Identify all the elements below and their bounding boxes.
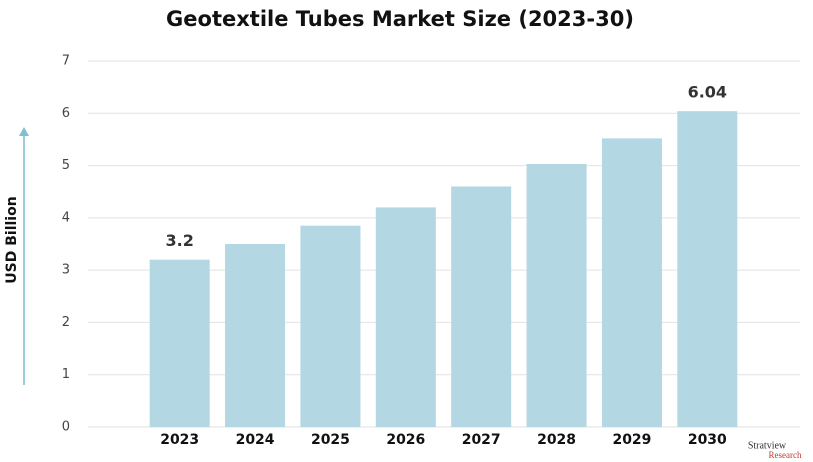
- y-axis-label: USD Billion: [4, 196, 20, 283]
- x-tick-label: 2028: [537, 432, 576, 448]
- logo-name: Stratview: [748, 440, 787, 451]
- x-tick-label: 2029: [612, 432, 651, 448]
- logo-sub: Research: [769, 450, 802, 460]
- y-tick-label: 5: [62, 158, 70, 173]
- y-tick-label: 6: [62, 106, 70, 121]
- bar: [526, 164, 587, 427]
- bar: [300, 225, 361, 427]
- y-tick-label: 2: [62, 315, 70, 330]
- plot-area: 0 1 2 3 4 5 6 7 2023 3.2 2024 2025 2026 2027 2028 2029 2…: [62, 54, 800, 448]
- x-tick-label: 2027: [462, 432, 501, 448]
- y-tick-label: 7: [62, 54, 70, 69]
- y-tick-label: 4: [62, 210, 70, 225]
- bar: [225, 244, 286, 427]
- bar: [601, 138, 662, 427]
- value-label: 6.04: [688, 83, 727, 102]
- bar: [677, 111, 738, 428]
- x-tick-label: 2025: [311, 432, 350, 448]
- bar: [375, 207, 436, 427]
- x-tick-label: 2026: [386, 432, 425, 448]
- x-tick-label: 2023: [160, 432, 199, 448]
- x-tick-label: 2030: [688, 432, 727, 448]
- chart-title: Geotextile Tubes Market Size (2023-30): [166, 7, 634, 31]
- value-label: 3.2: [166, 231, 194, 250]
- axis-arrow-head: [19, 127, 29, 136]
- y-tick-label: 1: [62, 367, 70, 382]
- bar: [149, 259, 210, 427]
- bar: [451, 186, 512, 427]
- y-tick-label: 0: [62, 420, 70, 435]
- x-tick-label: 2024: [236, 432, 275, 448]
- y-tick-label: 3: [62, 263, 70, 278]
